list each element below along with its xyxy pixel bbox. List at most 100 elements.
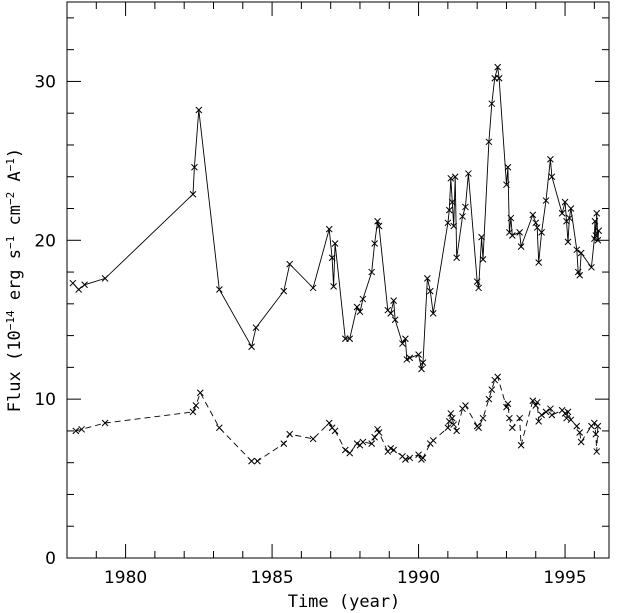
data-point (577, 249, 585, 257)
data-point (406, 354, 414, 362)
data-point (330, 283, 337, 290)
data-point (331, 427, 339, 435)
data-point (429, 437, 437, 444)
data-point (588, 263, 595, 271)
data-point (508, 232, 516, 239)
data-point (196, 389, 204, 397)
data-point-stroke (504, 163, 512, 171)
data-point-stroke (479, 255, 487, 263)
data-point-stroke (535, 259, 543, 266)
data-point (561, 198, 569, 206)
data-point (390, 446, 398, 454)
data-point-stroke (368, 440, 376, 447)
data-point (81, 281, 88, 289)
data-point (353, 303, 361, 311)
data-point (573, 422, 581, 430)
data-point-stroke (215, 424, 223, 432)
data-point (542, 197, 550, 204)
data-point-stroke (391, 316, 399, 324)
series-2 (72, 373, 602, 465)
data-point (72, 427, 80, 435)
data-point (595, 227, 603, 235)
data-point-stroke (450, 421, 458, 428)
data-point-stroke (503, 181, 510, 189)
data-point (547, 155, 554, 163)
data-point-stroke (462, 402, 469, 409)
data-point (529, 211, 537, 219)
data-point (402, 456, 409, 463)
data-point-stroke (415, 451, 422, 459)
data-point-stroke (488, 100, 496, 108)
series-layer (69, 63, 603, 465)
data-point (444, 219, 452, 227)
data-point (248, 457, 255, 465)
data-point-stroke (576, 271, 584, 279)
data-point-stroke (538, 228, 545, 236)
data-point-stroke (548, 411, 556, 419)
data-point (591, 217, 599, 225)
data-point-stroke (356, 308, 364, 316)
data-point (215, 424, 223, 432)
data-point-stroke (594, 236, 602, 244)
data-point-stroke (215, 286, 223, 293)
data-point (331, 240, 339, 247)
data-point-stroke (72, 427, 80, 435)
data-point (415, 351, 422, 359)
data-point-stroke (424, 275, 431, 282)
data-point (488, 100, 496, 108)
data-point (577, 438, 585, 446)
data-point (69, 279, 77, 287)
data-point-stroke (494, 373, 502, 381)
data-point (248, 343, 255, 351)
data-point (375, 222, 383, 230)
data-point (459, 213, 466, 220)
data-point (280, 440, 288, 447)
data-point (78, 425, 86, 433)
data-point-stroke (254, 457, 261, 465)
data-point-stroke (81, 281, 88, 289)
data-point (390, 297, 398, 305)
data-point-stroke (248, 457, 255, 465)
data-point (426, 287, 434, 295)
data-point-stroke (533, 398, 541, 406)
data-point (593, 209, 601, 217)
series-1 (69, 63, 603, 373)
data-point (592, 232, 600, 239)
data-point (328, 254, 336, 262)
data-point-stroke (566, 214, 573, 222)
data-point-stroke (517, 243, 525, 250)
data-point-stroke (387, 310, 395, 317)
y-tick-label: 30 (34, 72, 56, 92)
data-point-stroke (359, 438, 367, 446)
data-point (535, 259, 543, 266)
data-point (309, 284, 317, 292)
x-tick-label: 1995 (543, 568, 586, 588)
data-point-stroke (453, 254, 461, 262)
data-point (451, 173, 459, 181)
data-point (286, 260, 294, 268)
data-point (448, 198, 456, 206)
data-point (252, 324, 260, 332)
data-point-stroke (402, 335, 409, 343)
data-point-stroke (375, 222, 383, 230)
data-point-stroke (459, 213, 466, 220)
data-point-stroke (532, 219, 540, 227)
data-point (445, 206, 453, 214)
data-point-stroke (448, 414, 456, 422)
data-point (402, 335, 409, 343)
data-point-stroke (451, 173, 459, 181)
data-point-stroke (101, 275, 109, 282)
data-point (548, 411, 556, 419)
data-point (478, 233, 485, 241)
data-point (192, 402, 200, 409)
data-point (594, 422, 602, 430)
data-point-stroke (374, 217, 381, 225)
data-point-stroke (558, 406, 566, 414)
series-line (72, 66, 600, 370)
data-point-stroke (75, 286, 83, 293)
data-point-stroke (189, 190, 197, 198)
data-point-stroke (429, 437, 437, 444)
data-point (374, 217, 381, 225)
data-point (419, 359, 427, 366)
